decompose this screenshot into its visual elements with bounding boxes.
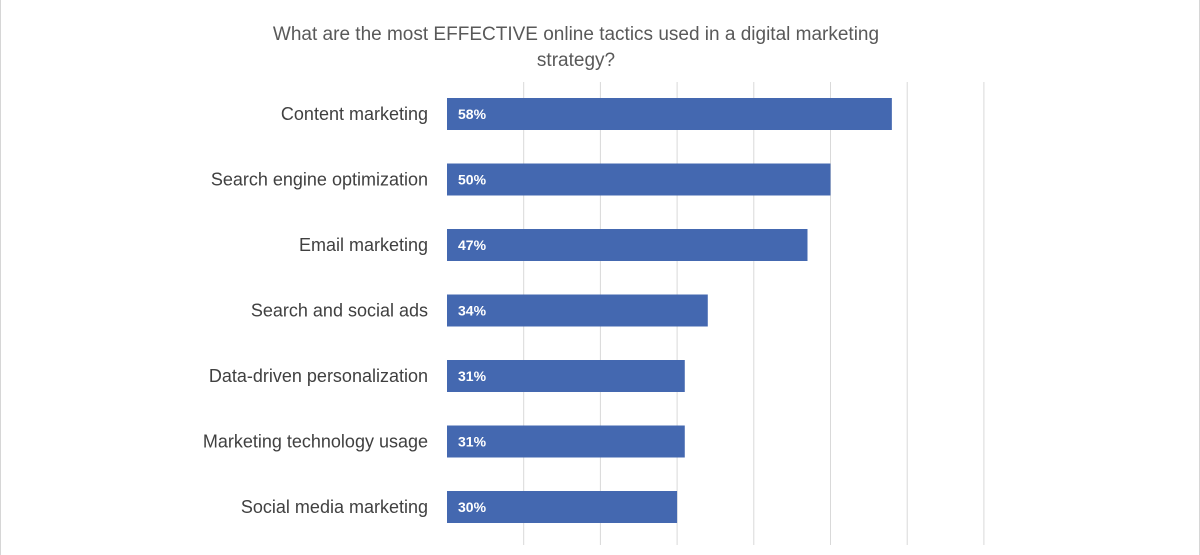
gridlines: [523, 82, 985, 545]
category-label: Content marketing: [281, 104, 428, 124]
data-label: 31%: [458, 434, 487, 450]
category-label: Email marketing: [299, 235, 428, 255]
data-label: 34%: [458, 303, 487, 319]
data-label: 30%: [458, 499, 487, 515]
data-label: 58%: [458, 106, 487, 122]
bar: [447, 360, 685, 392]
category-label: Social media marketing: [241, 497, 428, 517]
category-label: Search and social ads: [251, 301, 428, 321]
category-labels: Content marketing Search engine optimizat…: [203, 104, 428, 517]
bars: 58% 50% 47% 34% 31% 31% 30%: [447, 98, 892, 523]
data-label: 47%: [458, 237, 487, 253]
category-label: Search engine optimization: [211, 170, 428, 190]
bar: [447, 425, 685, 458]
bar: [447, 294, 708, 327]
bar: [447, 491, 678, 523]
bar: [447, 229, 808, 261]
category-label: Marketing technology usage: [203, 432, 428, 452]
bar: [447, 98, 892, 130]
data-label: 50%: [458, 172, 487, 188]
category-label: Data-driven personalization: [209, 366, 428, 386]
data-label: 31%: [458, 368, 487, 384]
bar: [447, 163, 831, 196]
chart-title: What are the most EFFECTIVE online tacti…: [272, 24, 880, 71]
